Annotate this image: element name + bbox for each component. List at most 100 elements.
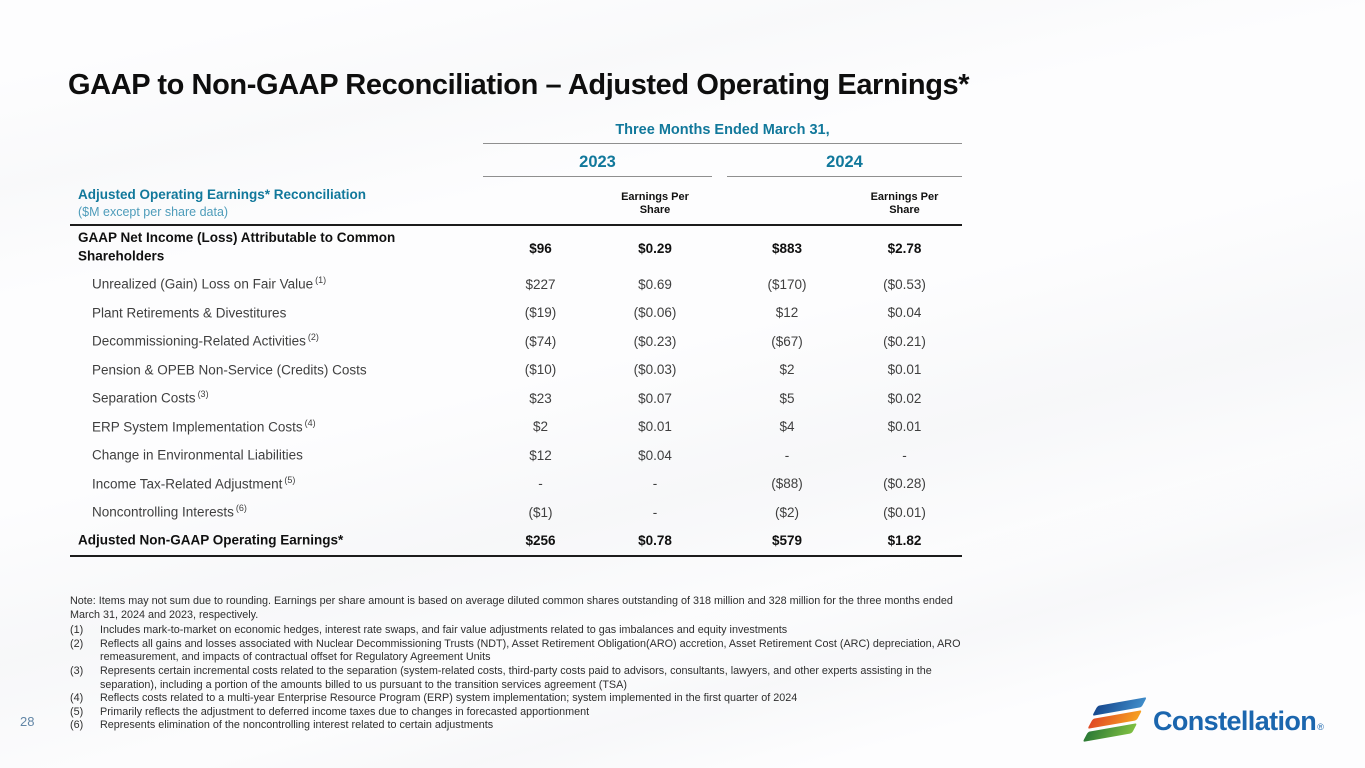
- cell-2023-value: ($1): [528, 504, 553, 520]
- row-label: Adjusted Non-GAAP Operating Earnings*: [78, 532, 344, 548]
- table-row: Income Tax-Related Adjustment (5) - - ($8…: [70, 470, 962, 499]
- year-header-2024: 2024: [727, 153, 962, 177]
- cell-2024-value: $12: [775, 305, 799, 321]
- cell-2023-value: -: [538, 476, 543, 492]
- cell-2023-value: $23: [529, 390, 552, 406]
- footnote-number: (4): [70, 692, 84, 705]
- table-left-header: Adjusted Operating Earnings* Reconciliat…: [70, 177, 483, 224]
- footnote-item: (1) Includes mark-to-market on economic h…: [70, 624, 978, 638]
- row-label: GAAP Net Income (Loss) Attributable to C…: [78, 230, 396, 264]
- cell-2023-value: $96: [529, 240, 552, 256]
- row-label: ERP System Implementation Costs (4): [92, 417, 316, 435]
- footnote-item: (4) Reflects costs related to a multi-yea…: [70, 692, 978, 706]
- table-row: ERP System Implementation Costs (4) $2 $0…: [70, 413, 962, 442]
- cell-2023-value: ($74): [524, 333, 557, 349]
- cell-2024-eps: $0.02: [887, 390, 922, 406]
- footnote-superscript: (4): [304, 417, 316, 428]
- cell-2024-eps: ($0.53): [883, 276, 926, 292]
- footnote-text: Includes mark-to-market on economic hedg…: [100, 624, 788, 637]
- footnote-superscript: (3): [197, 389, 209, 400]
- cell-2024-value: $579: [771, 533, 803, 548]
- cell-2024-eps: $0.04: [887, 305, 922, 321]
- cell-2024-value: -: [784, 447, 790, 463]
- cell-2023-eps: $0.01: [638, 419, 672, 435]
- footnote-superscript: (1): [315, 275, 327, 286]
- cell-2024-eps: $2.78: [887, 240, 922, 256]
- footnote-number: (5): [70, 705, 84, 718]
- cell-2023-value: $12: [529, 447, 552, 463]
- table-left-header-title: Adjusted Operating Earnings* Reconciliat…: [78, 187, 367, 202]
- cell-2023-eps: $0.69: [638, 276, 672, 292]
- footnote-number: (2): [70, 637, 84, 650]
- footnote-number: (1): [70, 624, 84, 637]
- page-number: 28: [20, 714, 35, 729]
- cell-2023-value: ($10): [524, 362, 557, 378]
- table-row: GAAP Net Income (Loss) Attributable to C…: [70, 226, 962, 270]
- cell-2023-eps: ($0.03): [633, 362, 677, 378]
- footnote-superscript: (2): [307, 332, 319, 343]
- table-left-header-units: ($M except per share data): [78, 205, 229, 219]
- footnote-list: (1) Includes mark-to-market on economic h…: [70, 624, 978, 733]
- footnote-text: Reflects costs related to a multi-year E…: [100, 692, 798, 705]
- footnote-item: (6) Represents elimination of the noncont…: [70, 719, 978, 733]
- footnotes: Note: Items may not sum due to rounding.…: [70, 595, 978, 733]
- table-row: Pension & OPEB Non-Service (Credits) Cos…: [70, 356, 962, 385]
- cell-2023-value: $2: [532, 419, 549, 435]
- eps-column-header-2023: Earnings Per Share: [621, 190, 689, 217]
- cell-2023-eps: $0.07: [638, 390, 672, 406]
- cell-2023-eps: ($0.06): [633, 305, 677, 321]
- cell-2023-value: $256: [525, 533, 556, 548]
- cell-2024-value: $5: [779, 390, 795, 406]
- table-row: Adjusted Non-GAAP Operating Earnings* $2…: [70, 527, 962, 557]
- cell-2024-value: ($170): [767, 276, 807, 292]
- cell-2024-eps: ($0.21): [883, 333, 926, 349]
- constellation-logo: Constellation®: [1082, 697, 1324, 743]
- cell-2024-value: $883: [771, 240, 803, 256]
- cell-2023-eps: $0.29: [638, 240, 672, 256]
- footnote-text: Reflects all gains and losses associated…: [100, 637, 961, 664]
- cell-2023-eps: $0.78: [638, 533, 672, 548]
- row-label: Decommissioning-Related Activities (2): [92, 332, 319, 349]
- footnote-note: Note: Items may not sum due to rounding.…: [70, 595, 953, 621]
- cell-2024-eps: $1.82: [887, 533, 922, 548]
- footnote-number: (3): [70, 664, 84, 677]
- row-label: Change in Environmental Liabilities: [92, 447, 303, 463]
- table-row: Plant Retirements & Divestitures ($19) (…: [70, 299, 962, 328]
- table-row: Noncontrolling Interests (6) ($1) - ($2) …: [70, 498, 962, 527]
- cell-2024-value: ($88): [771, 476, 803, 492]
- footnote-item: (3) Represents certain incremental costs …: [70, 665, 978, 692]
- cell-2023-value: $227: [525, 276, 556, 292]
- row-label: Separation Costs (3): [92, 389, 209, 406]
- cell-2023-value: ($19): [524, 305, 557, 321]
- constellation-logo-icon: [1080, 694, 1151, 748]
- cell-2024-value: ($67): [771, 333, 803, 349]
- footnote-text: Represents elimination of the noncontrol…: [100, 719, 494, 732]
- cell-2024-value: ($2): [774, 504, 799, 520]
- year-header-2023: 2023: [483, 153, 712, 177]
- cell-2023-eps: -: [652, 504, 658, 520]
- cell-2023-eps: $0.04: [638, 447, 672, 463]
- footnote-superscript: (5): [284, 474, 296, 485]
- table-row: Decommissioning-Related Activities (2) ($…: [70, 327, 962, 356]
- footnote-text: Represents certain incremental costs rel…: [100, 664, 932, 691]
- row-label: Income Tax-Related Adjustment (5): [92, 474, 296, 492]
- row-label: Noncontrolling Interests (6): [92, 503, 247, 520]
- table-body: GAAP Net Income (Loss) Attributable to C…: [70, 226, 962, 557]
- cell-2024-eps: $0.01: [887, 419, 922, 435]
- cell-2024-value: $4: [779, 419, 795, 435]
- footnote-item: (5) Primarily reflects the adjustment to …: [70, 706, 978, 720]
- cell-2023-eps: -: [652, 476, 658, 492]
- footnote-number: (6): [70, 719, 84, 732]
- period-header: Three Months Ended March 31,: [483, 122, 962, 144]
- registered-mark: ®: [1317, 721, 1324, 732]
- row-label: Pension & OPEB Non-Service (Credits) Cos…: [92, 362, 367, 378]
- cell-2024-eps: -: [902, 447, 907, 463]
- footnote-superscript: (6): [235, 503, 247, 514]
- row-label: Plant Retirements & Divestitures: [92, 305, 287, 321]
- table-row: Unrealized (Gain) Loss on Fair Value (1) …: [70, 270, 962, 299]
- table-row: Separation Costs (3) $23 $0.07 $5 $0.02: [70, 384, 962, 413]
- logo-wordmark: Constellation: [1153, 705, 1317, 736]
- slide-title: GAAP to Non-GAAP Reconciliation – Adjust…: [68, 69, 970, 102]
- footnote-item: (2) Reflects all gains and losses associa…: [70, 638, 978, 665]
